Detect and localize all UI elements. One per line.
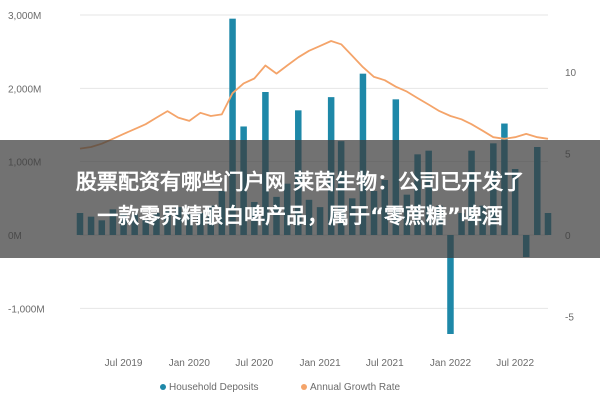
- x-tick-label: Jul 2019: [105, 358, 143, 369]
- bar-household-deposits: [447, 235, 454, 334]
- legend-marker-household-deposits: [160, 384, 166, 390]
- x-tick-label: Jul 2022: [496, 358, 534, 369]
- bar-household-deposits: [229, 18, 236, 235]
- x-tick-label: Jan 2022: [430, 358, 472, 369]
- headline-line-1: 股票配资有哪些门户网 莱茵生物：公司已开发了: [75, 170, 525, 194]
- x-tick-label: Jan 2020: [169, 358, 211, 369]
- headline-line-2: 一款零界精酿白啤产品，属于“零蔗糖”啤酒: [97, 204, 503, 228]
- legend-label-annual-growth-rate: Annual Growth Rate: [310, 382, 400, 393]
- y-left-tick-label: -1,000M: [8, 304, 45, 315]
- x-tick-label: Jul 2021: [366, 358, 404, 369]
- x-tick-label: Jan 2021: [299, 358, 341, 369]
- legend-marker-annual-growth-rate: [301, 384, 307, 390]
- y-right-tick-label: -5: [565, 313, 574, 324]
- y-right-tick-label: 10: [565, 68, 577, 79]
- legend-label-household-deposits: Household Deposits: [169, 382, 259, 393]
- y-left-tick-label: 2,000M: [8, 84, 41, 95]
- line-annual-growth-rate: [79, 40, 549, 150]
- x-tick-label: Jul 2020: [235, 358, 273, 369]
- headline-overlay: 股票配资有哪些门户网 莱茵生物：公司已开发了 一款零界精酿白啤产品，属于“零蔗糖…: [0, 140, 600, 258]
- y-left-tick-label: 3,000M: [8, 11, 41, 22]
